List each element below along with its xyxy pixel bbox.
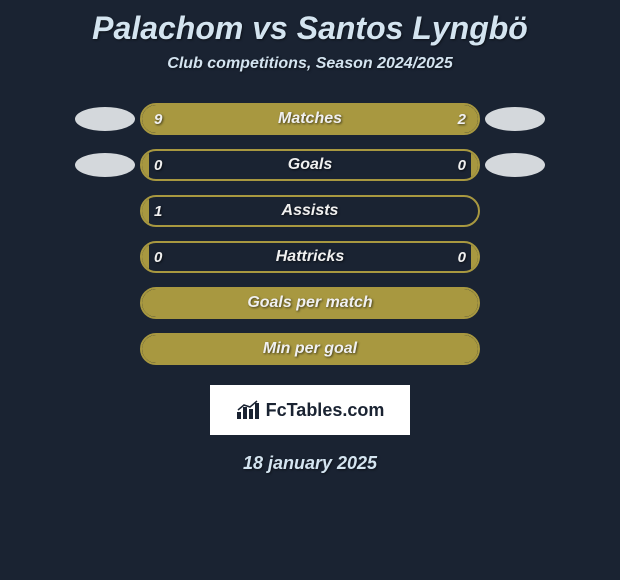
stat-row: Goals0 0 <box>0 149 620 181</box>
stat-value-left: 9 <box>154 105 162 133</box>
logo-text: FcTables.com <box>266 400 385 421</box>
stat-bar: Hattricks0 0 <box>140 241 480 273</box>
stat-row: Assists1 <box>0 195 620 227</box>
page-subtitle: Club competitions, Season 2024/2025 <box>0 55 620 73</box>
stat-bar: Matches9 2 <box>140 103 480 135</box>
stat-bar: Assists1 <box>140 195 480 227</box>
footer-logo[interactable]: FcTables.com <box>210 385 410 435</box>
stat-value-right: 0 <box>458 243 466 271</box>
player-avatar-right <box>480 103 550 135</box>
avatar-placeholder-icon <box>485 153 545 177</box>
avatar-placeholder-icon <box>75 153 135 177</box>
stat-rows: Matches92Goals00Assists1Hattricks00Goals… <box>0 103 620 365</box>
stat-value-left: 0 <box>154 151 162 179</box>
stat-value-right: 0 <box>458 151 466 179</box>
stat-label: Goals <box>142 151 478 179</box>
chart-icon <box>236 400 260 420</box>
stat-label: Hattricks <box>142 243 478 271</box>
avatar-placeholder-icon <box>75 107 135 131</box>
stat-bar: Goals0 0 <box>140 149 480 181</box>
player-avatar-left <box>70 103 140 135</box>
stat-row: Min per goal <box>0 333 620 365</box>
stat-row: Matches9 2 <box>0 103 620 135</box>
player-avatar-right <box>480 149 550 181</box>
stat-label: Goals per match <box>142 289 478 317</box>
stat-value-right: 2 <box>458 105 466 133</box>
player-avatar-left <box>70 149 140 181</box>
footer-date: 18 january 2025 <box>0 453 620 474</box>
stat-value-left: 0 <box>154 243 162 271</box>
stat-bar: Min per goal <box>140 333 480 365</box>
stat-label: Assists <box>142 197 478 225</box>
comparison-card: Palachom vs Santos Lyngbö Club competiti… <box>0 0 620 484</box>
stat-row: Goals per match <box>0 287 620 319</box>
avatar-placeholder-icon <box>485 107 545 131</box>
stat-value-left: 1 <box>154 197 162 225</box>
stat-row: Hattricks0 0 <box>0 241 620 273</box>
stat-bar: Goals per match <box>140 287 480 319</box>
page-title: Palachom vs Santos Lyngbö <box>0 10 620 47</box>
stat-label: Min per goal <box>142 335 478 363</box>
stat-label: Matches <box>142 105 478 133</box>
